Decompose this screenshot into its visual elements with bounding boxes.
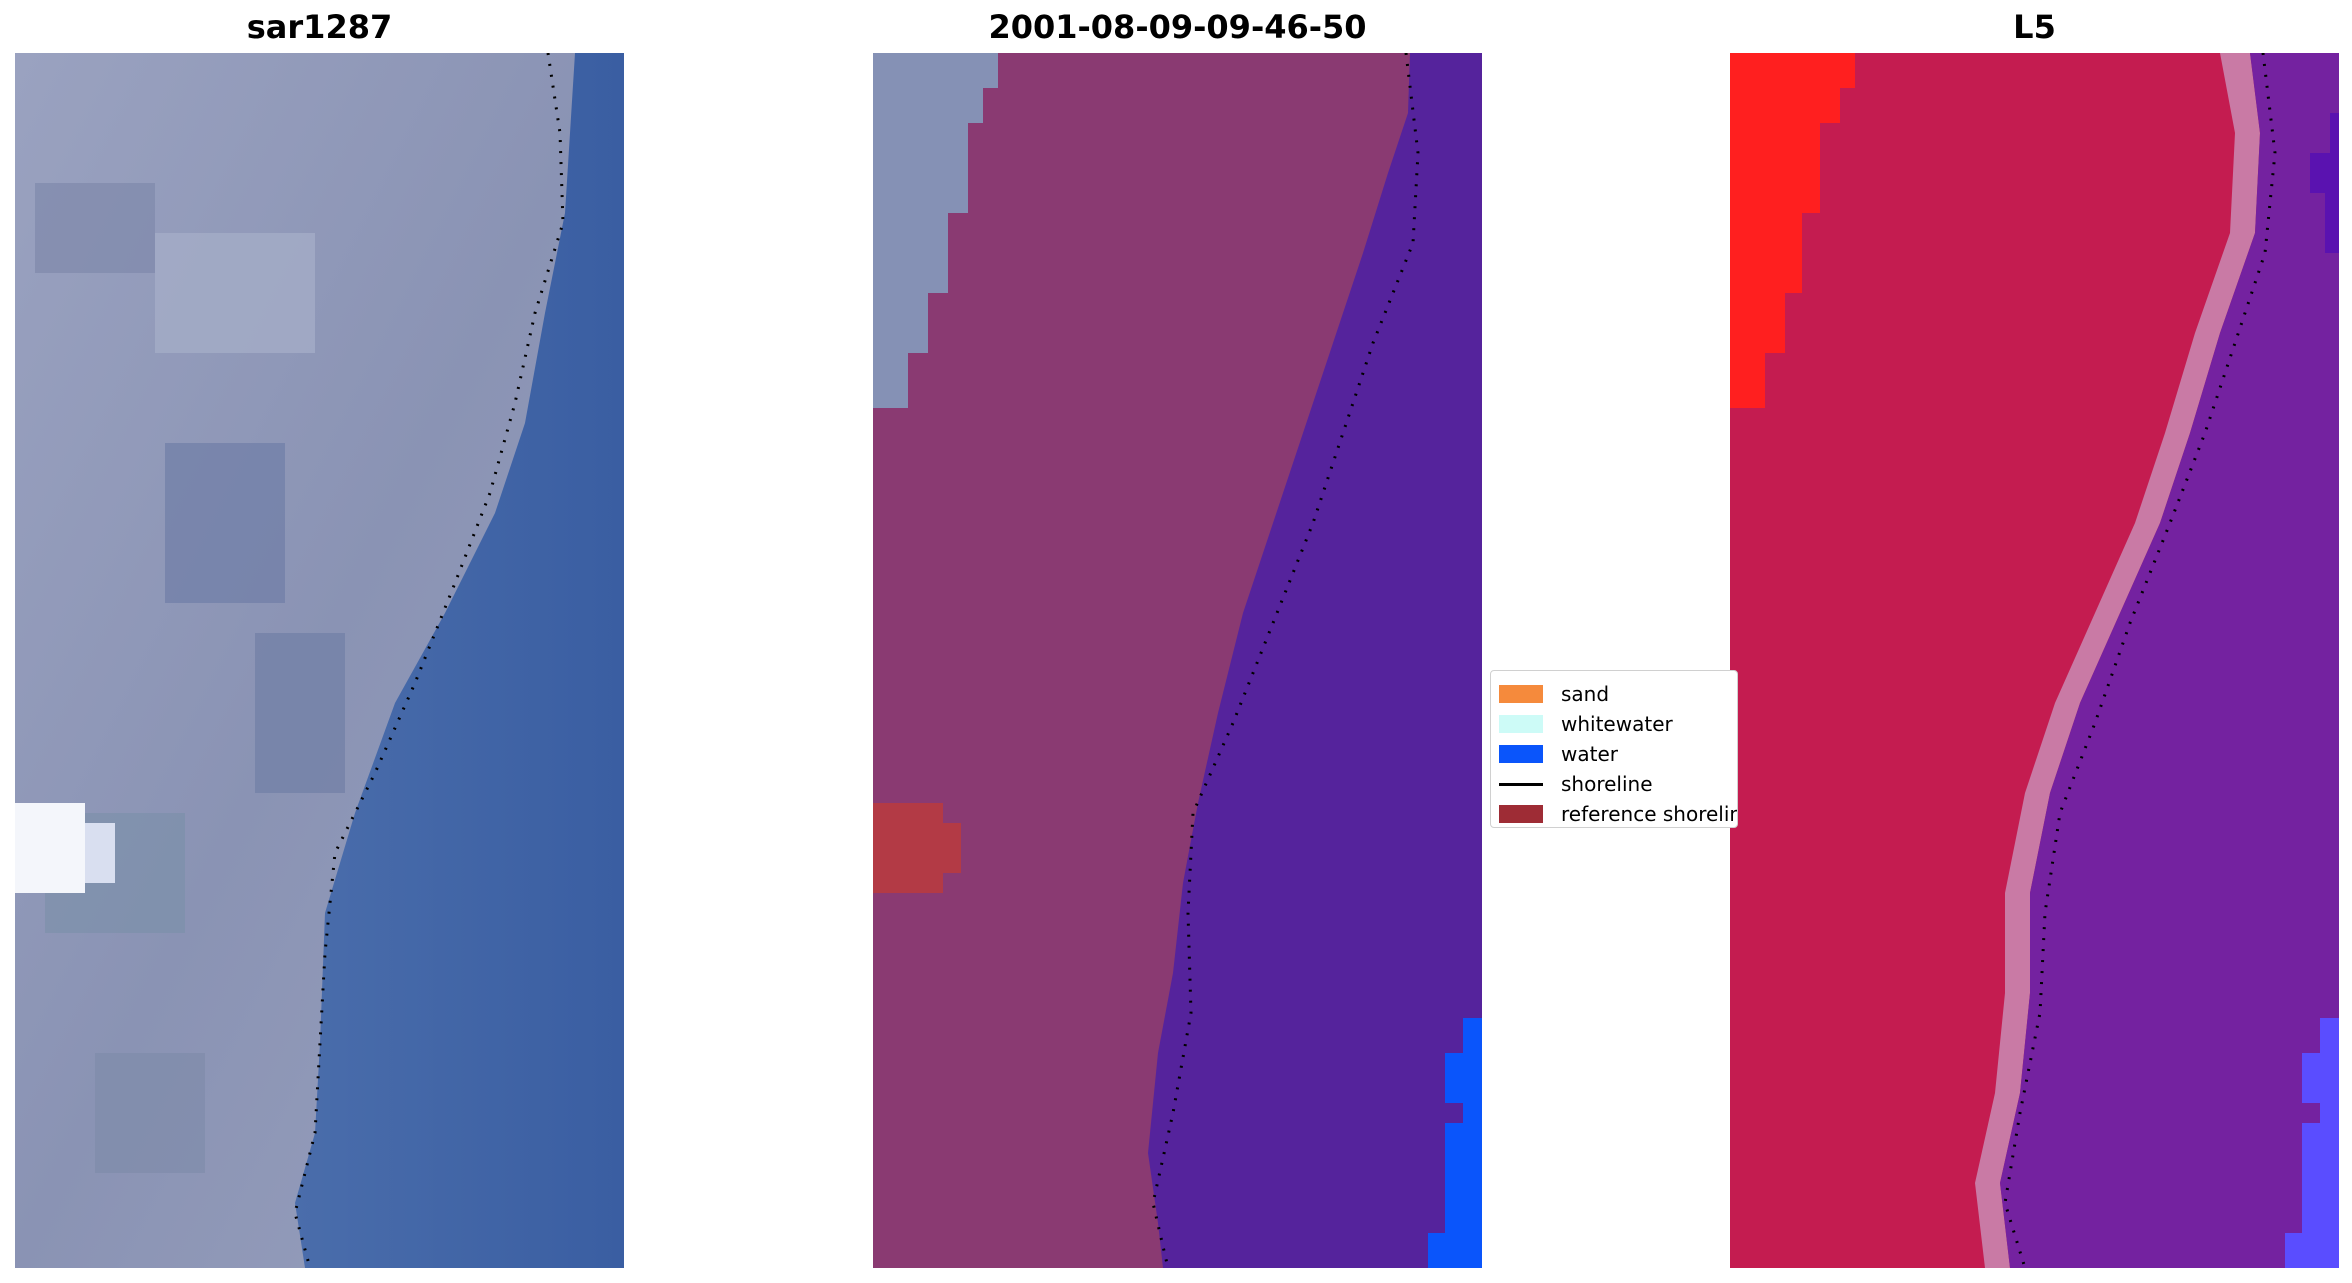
- panel-title-l5: L5: [2013, 8, 2056, 46]
- panel-title-date: 2001-08-09-09-46-50: [988, 8, 1367, 46]
- legend-item-shoreline: shoreline: [1499, 771, 1653, 797]
- whitewater-swatch-icon: [1499, 715, 1543, 733]
- legend-item-reference-shoreline: reference shoreline: [1499, 801, 1738, 827]
- panel-title-sar1287: sar1287: [246, 8, 393, 46]
- water-swatch-icon: [1499, 745, 1543, 763]
- shoreline-line-icon: [1499, 782, 1543, 786]
- classified-image-panel: [873, 53, 1482, 1268]
- legend-item-water: water: [1499, 741, 1618, 767]
- legend-label-reference-shoreline: reference shoreline: [1561, 802, 1738, 826]
- legend-item-sand: sand: [1499, 681, 1609, 707]
- satellite-rgb-image-panel: [15, 53, 624, 1268]
- classified-image: [873, 53, 1482, 1268]
- legend-item-whitewater: whitewater: [1499, 711, 1673, 737]
- legend-label-whitewater: whitewater: [1561, 712, 1673, 736]
- legend: sand whitewater water shoreline referenc…: [1490, 670, 1738, 828]
- mndwi-image-panel: [1730, 53, 2339, 1268]
- legend-label-water: water: [1561, 742, 1618, 766]
- sand-swatch-icon: [1499, 685, 1543, 703]
- legend-label-sand: sand: [1561, 682, 1610, 706]
- legend-label-shoreline: shoreline: [1561, 772, 1653, 796]
- reference-shoreline-swatch-icon: [1499, 805, 1543, 823]
- mndwi-image: [1730, 53, 2339, 1268]
- satellite-rgb-image: [15, 53, 624, 1268]
